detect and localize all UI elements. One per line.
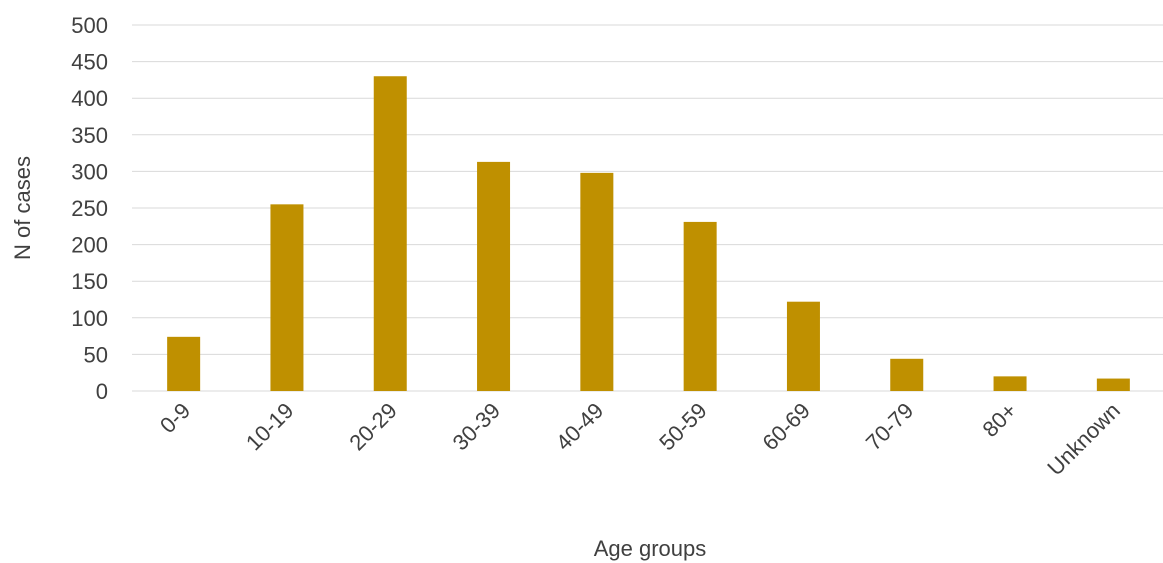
y-tick-labels: 0 50 100 150 200 250 300 350 400 450 500 xyxy=(71,13,108,404)
bar-0-9 xyxy=(167,336,201,391)
x-tick-label: 40-49 xyxy=(551,398,608,455)
x-tick-label: 20-29 xyxy=(344,398,401,455)
y-axis-title: N of cases xyxy=(10,156,35,260)
bar-50-59 xyxy=(683,221,717,391)
bars xyxy=(167,76,1130,392)
y-tick-label: 450 xyxy=(71,50,108,75)
x-tick-label: 0-9 xyxy=(155,398,195,438)
x-tick-label: Unknown xyxy=(1042,398,1125,481)
y-tick-label: 150 xyxy=(71,269,108,294)
x-tick-label: 70-79 xyxy=(861,398,918,455)
gridlines xyxy=(132,24,1163,392)
y-tick-label: 250 xyxy=(71,196,108,221)
y-tick-label: 400 xyxy=(71,86,108,111)
y-tick-label: 50 xyxy=(84,342,108,367)
x-tick-label: 50-59 xyxy=(654,398,711,455)
bar-30-39 xyxy=(477,161,511,391)
x-tick-label: 10-19 xyxy=(241,398,298,455)
y-tick-label: 500 xyxy=(71,13,108,38)
x-tick-label: 60-69 xyxy=(758,398,815,455)
x-tick-label: 30-39 xyxy=(448,398,505,455)
x-tick-label: 80+ xyxy=(978,398,1022,442)
y-tick-label: 350 xyxy=(71,123,108,148)
y-tick-label: 300 xyxy=(71,159,108,184)
y-tick-label: 0 xyxy=(96,379,108,404)
x-tick-labels: 0-9 10-19 20-29 30-39 40-49 50-59 60-69 70-79 80… xyxy=(155,398,1125,481)
bar-20-29 xyxy=(373,76,407,392)
y-tick-label: 200 xyxy=(71,233,108,258)
bar-80+ xyxy=(993,376,1027,391)
bar-70-79 xyxy=(890,358,924,391)
y-tick-label: 100 xyxy=(71,306,108,331)
bar-40-49 xyxy=(580,172,614,391)
bar-Unknown xyxy=(1096,378,1130,391)
bar-10-19 xyxy=(270,204,304,391)
bar-60-69 xyxy=(786,301,820,391)
x-axis-title: Age groups xyxy=(594,536,707,561)
